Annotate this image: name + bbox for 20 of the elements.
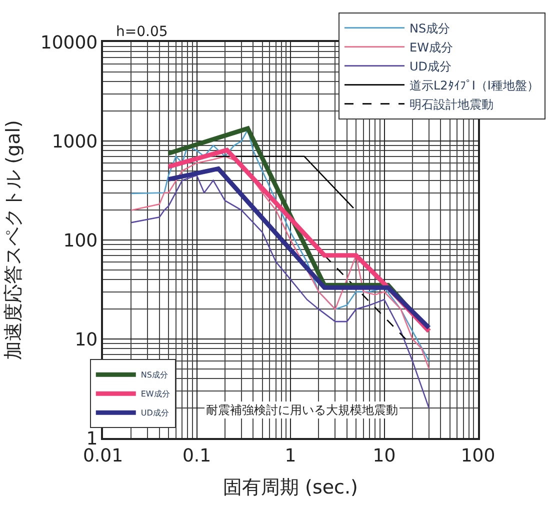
y-tick-label: 10000 (40, 32, 98, 54)
legend-label: UD成分 (140, 408, 169, 418)
x-axis-title: 固有周期 (sec.) (223, 476, 358, 499)
y-tick-label: 100 (63, 230, 98, 252)
legend-label: EW成分 (140, 390, 170, 399)
y-tick-label: 1000 (52, 131, 98, 152)
legend-label: NS成分 (410, 21, 450, 36)
text: h=0.05 (116, 24, 168, 40)
legend-label: EW成分 (410, 40, 453, 54)
x-tick-label: 1 (284, 445, 296, 466)
legend-label: UD成分 (410, 59, 452, 74)
x-tick-label: 10 (372, 445, 396, 466)
legend-label: 道示L2ﾀｲﾌﾟⅠ（Ⅰ種地盤） (410, 78, 539, 92)
annotation: 耐震補強検討に用いる大規模地震動 (206, 403, 398, 417)
y-tick-label: 10 (74, 329, 98, 350)
y-axis-title: 加速度応答スペクトル (gal) (2, 120, 25, 360)
legend-label: NS成分 (140, 370, 168, 380)
legend-label: 明石設計地震動 (410, 97, 494, 112)
x-tick-label: 100 (460, 445, 496, 466)
x-tick-label: 0.1 (182, 445, 212, 466)
